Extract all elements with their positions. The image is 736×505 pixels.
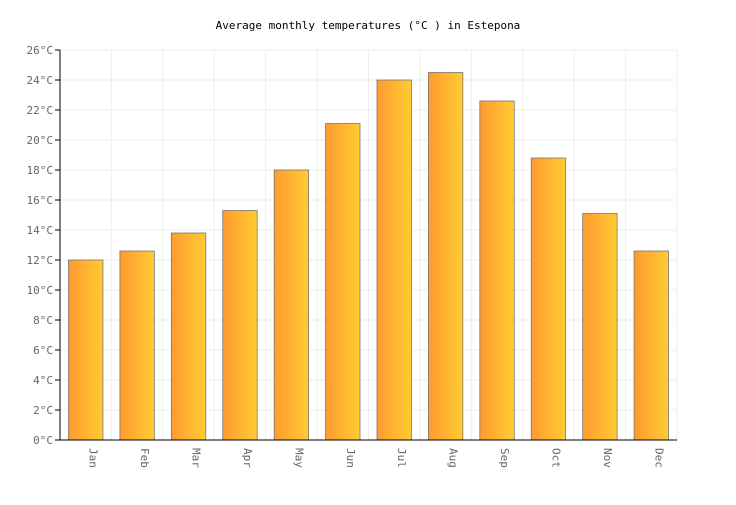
x-tick-label: Aug bbox=[447, 448, 460, 468]
bar-jan bbox=[68, 259, 104, 441]
x-tick-label: Oct bbox=[549, 448, 562, 468]
y-tick-label: 2°C bbox=[33, 404, 53, 417]
y-tick-label: 26°C bbox=[27, 44, 54, 57]
x-tick-label: Jul bbox=[395, 448, 408, 468]
y-tick-label: 0°C bbox=[33, 434, 53, 447]
y-tick-label: 6°C bbox=[33, 344, 53, 357]
bar-oct bbox=[530, 157, 567, 441]
y-tick-label: 14°C bbox=[27, 224, 54, 237]
bar-nov bbox=[582, 213, 618, 441]
y-tick-label: 16°C bbox=[27, 194, 54, 207]
x-tick-label: Sep bbox=[498, 448, 511, 468]
y-tick-label: 22°C bbox=[27, 104, 54, 117]
y-tick-label: 20°C bbox=[27, 134, 54, 147]
y-tick-label: 8°C bbox=[33, 314, 53, 327]
y-tick-label: 12°C bbox=[27, 254, 54, 267]
bar-apr bbox=[222, 210, 258, 441]
x-tick-label: May bbox=[292, 448, 305, 468]
bar-may bbox=[273, 169, 309, 441]
bar-mar bbox=[170, 232, 207, 441]
bar-sep bbox=[479, 100, 515, 441]
y-tick-label: 10°C bbox=[27, 284, 54, 297]
x-tick-label: Apr bbox=[241, 448, 254, 468]
x-tick-label: Mar bbox=[190, 448, 203, 468]
bar-jun bbox=[325, 123, 361, 441]
x-tick-label: Jan bbox=[87, 448, 100, 468]
bar-feb bbox=[119, 250, 155, 441]
bar-dec bbox=[633, 250, 669, 441]
x-tick-label: Jun bbox=[344, 448, 357, 468]
x-tick-label: Dec bbox=[652, 448, 665, 468]
y-axis-tick-labels: 0°C 2°C 4°C 6°C 8°C 10°C 12°C 14°C 16°C 18°C 20°C 2… bbox=[27, 44, 54, 447]
x-tick-label: Feb bbox=[138, 448, 151, 468]
y-tick-label: 18°C bbox=[27, 164, 54, 177]
bars bbox=[68, 72, 669, 441]
y-tick-label: 24°C bbox=[27, 74, 54, 87]
x-axis-tick-labels: Jan Feb Mar Apr May Jun Jul Aug Sep Oct Nov Dec bbox=[87, 448, 666, 468]
bar-aug bbox=[428, 72, 464, 441]
bar-jul bbox=[376, 79, 412, 441]
chart-title: Average monthly temperatures (°C ) in Es… bbox=[216, 19, 521, 32]
y-tick-label: 4°C bbox=[33, 374, 53, 387]
x-tick-label: Nov bbox=[601, 448, 614, 468]
